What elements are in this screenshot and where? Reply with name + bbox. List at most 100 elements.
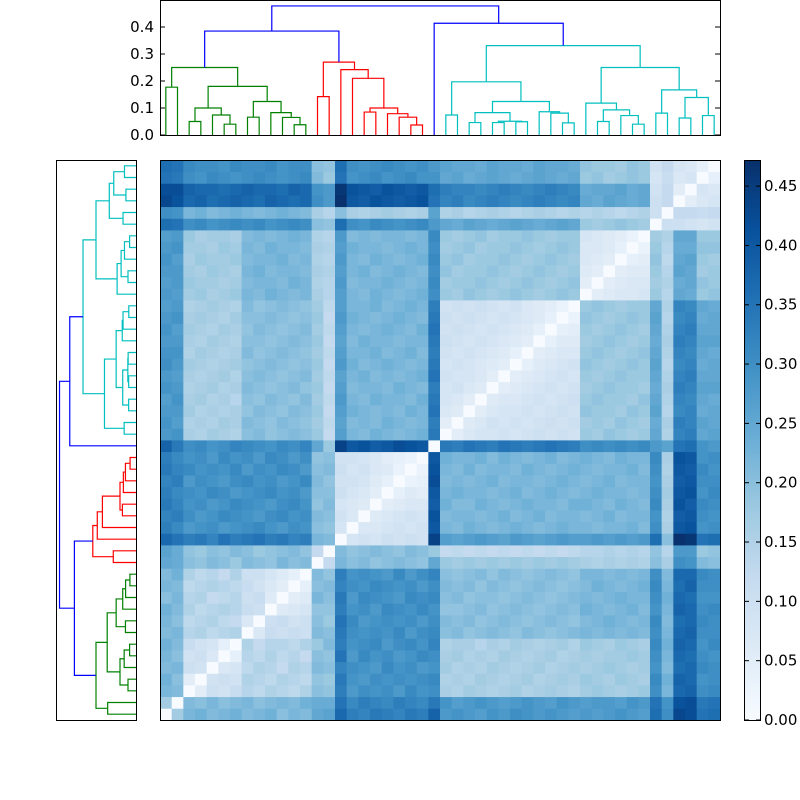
heatmap-cell: [696, 498, 709, 511]
heatmap-cell: [510, 183, 523, 196]
heatmap-cell: [335, 521, 348, 534]
heatmap-cell: [638, 171, 651, 184]
heatmap-cell: [463, 545, 476, 558]
heatmap-cell: [591, 603, 604, 616]
heatmap-cell: [615, 265, 628, 278]
heatmap-cell: [265, 591, 278, 604]
heatmap-cell: [370, 335, 383, 348]
heatmap-cell: [463, 475, 476, 488]
heatmap-cell: [171, 580, 184, 593]
heatmap-cell: [241, 206, 254, 219]
heatmap-cell: [603, 230, 616, 243]
heatmap-cell: [696, 638, 709, 651]
heatmap-cell: [370, 545, 383, 558]
heatmap-cell: [358, 195, 371, 208]
heatmap-cell: [276, 568, 289, 581]
heatmap-cell: [498, 580, 511, 593]
heatmap-cell: [195, 440, 208, 453]
heatmap-cell: [475, 451, 488, 464]
heatmap-cell: [626, 708, 639, 721]
heatmap-cell: [381, 673, 394, 686]
heatmap-cell: [300, 463, 313, 476]
heatmap-cell: [673, 626, 686, 639]
heatmap-cell: [673, 650, 686, 663]
heatmap-cell: [230, 673, 243, 686]
heatmap-cell: [556, 440, 569, 453]
heatmap-cell: [463, 521, 476, 534]
heatmap-cell: [276, 510, 289, 523]
heatmap-cell: [253, 545, 266, 558]
heatmap-cell: [323, 171, 336, 184]
heatmap-cell: [393, 206, 406, 219]
heatmap-cell: [580, 381, 593, 394]
heatmap-cell: [416, 673, 429, 686]
heatmap-cell: [370, 498, 383, 511]
heatmap-cell: [556, 300, 569, 313]
heatmap-cell: [556, 311, 569, 324]
heatmap-cell: [510, 346, 523, 359]
heatmap-cell: [626, 498, 639, 511]
heatmap-cell: [253, 241, 266, 254]
heatmap-cell: [393, 241, 406, 254]
heatmap-cell: [533, 463, 546, 476]
heatmap-cell: [195, 673, 208, 686]
heatmap-cell: [673, 451, 686, 464]
heatmap-cell: [335, 533, 348, 546]
heatmap-cell: [638, 230, 651, 243]
heatmap-cell: [405, 393, 418, 406]
heatmap-cell: [206, 638, 219, 651]
heatmap-cell: [638, 626, 651, 639]
heatmap-cell: [626, 451, 639, 464]
heatmap-cell: [556, 265, 569, 278]
heatmap-cell: [370, 486, 383, 499]
heatmap-cell: [218, 463, 231, 476]
heatmap-cell: [603, 311, 616, 324]
heatmap-cell: [451, 463, 464, 476]
heatmap-cell: [475, 521, 488, 534]
heatmap-cell: [346, 416, 359, 429]
heatmap-cell: [626, 486, 639, 499]
heatmap-cell: [556, 708, 569, 721]
heatmap-cell: [335, 358, 348, 371]
heatmap-cell: [475, 661, 488, 674]
heatmap-cell: [195, 696, 208, 709]
heatmap-cell: [626, 475, 639, 488]
heatmap-cell: [638, 300, 651, 313]
heatmap-cell: [486, 265, 499, 278]
heatmap-cell: [463, 346, 476, 359]
dendrogram-link: [122, 588, 136, 610]
heatmap-cell: [160, 568, 173, 581]
heatmap-cell: [556, 673, 569, 686]
heatmap-cell: [603, 346, 616, 359]
heatmap-cell: [428, 451, 441, 464]
dendrogram-link: [123, 165, 136, 179]
heatmap-cell: [521, 311, 534, 324]
heatmap-cell: [253, 498, 266, 511]
heatmap-cell: [428, 428, 441, 441]
heatmap-cell: [276, 650, 289, 663]
heatmap-cell: [311, 300, 324, 313]
heatmap-cell: [370, 638, 383, 651]
heatmap-cell: [300, 568, 313, 581]
heatmap-cell: [276, 475, 289, 488]
dendrogram-link: [398, 116, 418, 135]
heatmap-cell: [486, 253, 499, 266]
heatmap-cell: [556, 428, 569, 441]
heatmap-cell: [300, 276, 313, 289]
heatmap-cell: [638, 463, 651, 476]
heatmap-cell: [673, 160, 686, 173]
heatmap-cell: [696, 661, 709, 674]
heatmap-cell: [673, 416, 686, 429]
dendrogram-link: [468, 121, 482, 135]
dendrogram-link: [451, 81, 522, 116]
heatmap-cell: [265, 276, 278, 289]
heatmap-cell: [650, 685, 663, 698]
heatmap-cell: [545, 346, 558, 359]
heatmap-cell: [568, 370, 581, 383]
heatmap-cell: [323, 615, 336, 628]
heatmap-cell: [276, 335, 289, 348]
heatmap-cell: [568, 171, 581, 184]
heatmap-cell: [685, 521, 698, 534]
heatmap-cell: [685, 393, 698, 406]
heatmap-cell: [230, 206, 243, 219]
